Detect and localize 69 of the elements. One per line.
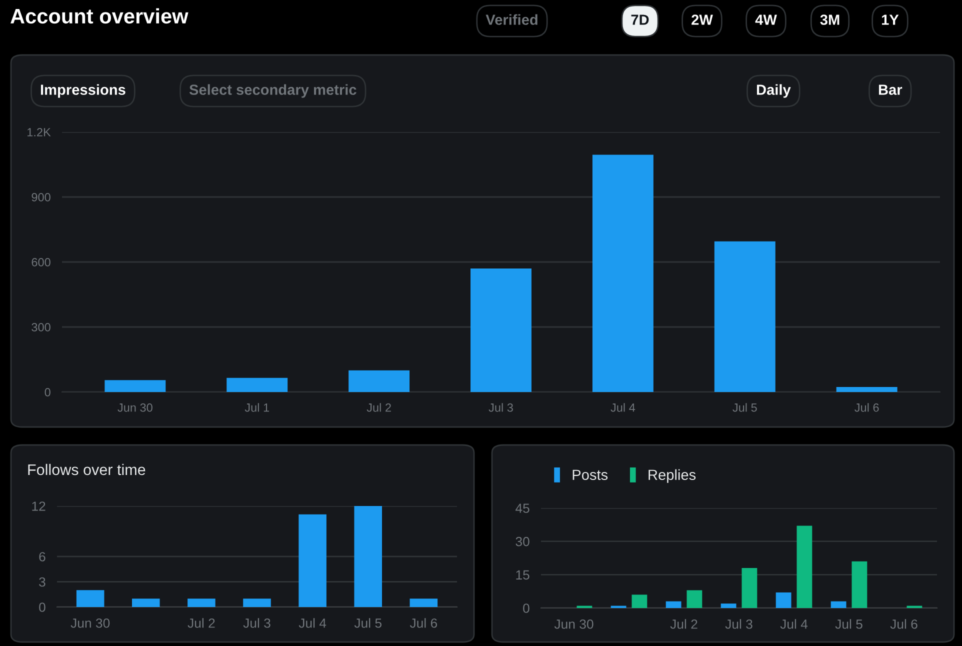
x-tick-label: Jul 2 bbox=[366, 403, 391, 412]
bar bbox=[226, 378, 288, 392]
legend-label: Posts bbox=[572, 470, 608, 480]
x-tick-label: Jul 4 bbox=[780, 619, 808, 629]
x-tick-label: Jul 4 bbox=[610, 403, 636, 412]
x-tick-label: Jun 30 bbox=[554, 619, 594, 629]
bar bbox=[714, 241, 776, 392]
bar bbox=[686, 590, 702, 608]
x-tick-label: Jul 3 bbox=[243, 618, 270, 628]
bar bbox=[132, 598, 160, 607]
y-tick-label: 600 bbox=[32, 258, 50, 266]
x-tick-label: Jul 4 bbox=[298, 618, 326, 628]
y-tick-label: 0 bbox=[523, 604, 530, 613]
y-tick-label: 1.2K bbox=[28, 128, 51, 136]
y-tick-label: 300 bbox=[32, 323, 50, 332]
y-tick-label: 45 bbox=[516, 504, 530, 513]
text: Daily bbox=[756, 84, 791, 98]
bar bbox=[742, 568, 758, 608]
text: 3M bbox=[820, 14, 840, 25]
x-tick-label: Jun 30 bbox=[118, 403, 152, 412]
x-tick-label: Jul 2 bbox=[670, 619, 698, 629]
legend-label: Replies bbox=[648, 469, 696, 483]
text: 7D bbox=[631, 14, 649, 25]
y-tick-label: 12 bbox=[32, 502, 46, 511]
x-tick-label: Jul 5 bbox=[732, 403, 757, 412]
x-tick-label: Jul 1 bbox=[244, 403, 270, 412]
bar bbox=[470, 268, 532, 392]
text: Verified bbox=[486, 14, 538, 25]
text: 1Y bbox=[882, 14, 899, 25]
x-tick-label: Jul 5 bbox=[354, 618, 382, 628]
x-tick-label: Jul 6 bbox=[890, 619, 918, 629]
bar bbox=[188, 598, 216, 607]
bar bbox=[348, 370, 410, 392]
bar bbox=[76, 590, 104, 607]
bar bbox=[830, 601, 846, 608]
text: Impressions bbox=[40, 84, 126, 98]
text: Select secondary metric bbox=[189, 84, 356, 98]
bar bbox=[796, 526, 812, 608]
text: Account overview bbox=[10, 8, 188, 24]
y-tick-label: 0 bbox=[44, 388, 50, 396]
x-tick-label: Jun 30 bbox=[70, 618, 110, 628]
x-tick-label: Jul 2 bbox=[188, 618, 215, 628]
y-tick-label: 900 bbox=[32, 193, 50, 202]
bar bbox=[354, 506, 382, 607]
bar bbox=[104, 380, 166, 392]
y-tick-label: 30 bbox=[516, 536, 530, 546]
bar bbox=[836, 387, 898, 392]
bar bbox=[666, 601, 682, 608]
x-tick-label: Jul 6 bbox=[410, 618, 438, 628]
bar bbox=[592, 154, 654, 392]
text: Bar bbox=[878, 84, 902, 95]
bar bbox=[720, 604, 736, 608]
bar bbox=[298, 514, 326, 607]
x-tick-label: Jul 3 bbox=[725, 619, 752, 629]
x-tick-label: Jul 5 bbox=[835, 619, 862, 629]
y-tick-label: 15 bbox=[516, 570, 530, 580]
y-tick-label: 6 bbox=[39, 552, 46, 562]
bar bbox=[852, 561, 868, 608]
y-tick-label: 0 bbox=[39, 602, 46, 612]
y-tick-label: 3 bbox=[39, 577, 46, 587]
text: 2W bbox=[692, 14, 713, 25]
bar bbox=[776, 592, 792, 608]
text: 4W bbox=[755, 14, 777, 25]
bar bbox=[632, 594, 648, 608]
bar bbox=[410, 598, 438, 607]
chart-title: Follows over time bbox=[28, 464, 146, 476]
x-tick-label: Jul 3 bbox=[488, 403, 513, 412]
bar bbox=[243, 598, 271, 607]
x-tick-label: Jul 6 bbox=[854, 403, 879, 412]
